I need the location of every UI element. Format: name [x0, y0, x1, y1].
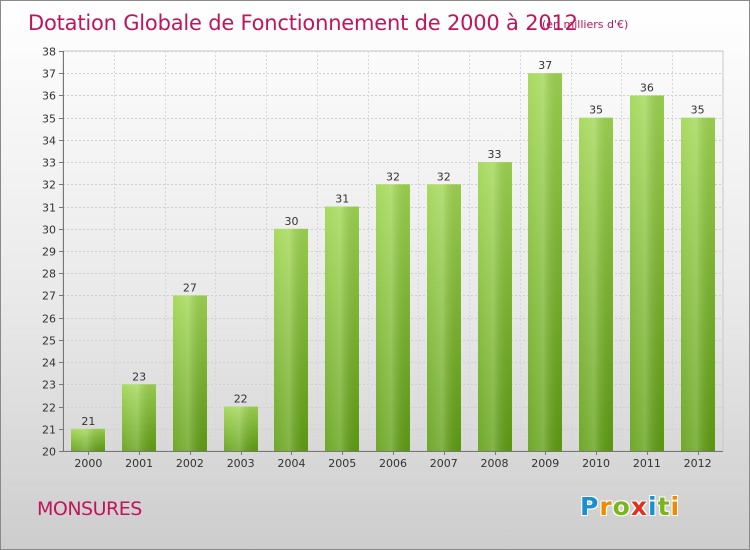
- x-tick-label: 2003: [227, 457, 255, 470]
- x-tick-label: 2009: [531, 457, 559, 470]
- y-tick-label: 36: [42, 90, 56, 103]
- logo-letter: i: [648, 492, 658, 521]
- logo-letter: x: [630, 492, 648, 521]
- bar-value-label: 22: [234, 393, 248, 406]
- x-tick-label: 2012: [684, 457, 712, 470]
- bar-value-label: 35: [589, 104, 603, 117]
- bar-value-label: 21: [81, 415, 95, 428]
- bar-highlight: [478, 162, 512, 451]
- y-tick-label: 37: [42, 68, 56, 81]
- x-tick-label: 2002: [176, 457, 204, 470]
- bar-value-label: 27: [183, 281, 197, 294]
- x-tick-label: 2004: [277, 457, 305, 470]
- y-tick-label: 33: [42, 157, 56, 170]
- x-tick-label: 2008: [481, 457, 509, 470]
- bar-value-label: 33: [488, 148, 502, 161]
- logo-letter: o: [612, 492, 631, 521]
- bar-value-label: 36: [640, 81, 654, 94]
- bar-value-label: 37: [538, 59, 552, 72]
- bar-highlight: [274, 228, 308, 451]
- bar-value-label: 30: [284, 215, 298, 228]
- bar-highlight: [630, 95, 664, 451]
- y-tick-label: 28: [42, 268, 56, 281]
- x-tick-label: 2006: [379, 457, 407, 470]
- y-tick-label: 29: [42, 246, 56, 259]
- bar-value-label: 31: [335, 193, 349, 206]
- y-tick-label: 20: [42, 446, 56, 459]
- x-tick-label: 2000: [74, 457, 102, 470]
- bar-highlight: [325, 206, 359, 451]
- proxiti-logo: Proxiti: [580, 492, 680, 521]
- bar-highlight: [427, 184, 461, 452]
- x-tick-label: 2007: [430, 457, 458, 470]
- bar-highlight: [173, 295, 207, 451]
- x-tick-label: 2005: [328, 457, 356, 470]
- y-tick-label: 35: [42, 113, 56, 126]
- y-tick-label: 38: [42, 46, 56, 59]
- x-tick-label: 2011: [633, 457, 661, 470]
- chart-subtitle: (en milliers d'€): [542, 18, 629, 31]
- y-tick-label: 21: [42, 424, 56, 437]
- logo-letter: r: [599, 492, 613, 521]
- logo-letter: P: [580, 492, 600, 521]
- x-tick-label: 2010: [582, 457, 610, 470]
- y-tick-label: 31: [42, 202, 56, 215]
- y-tick-label: 26: [42, 313, 56, 326]
- y-tick-label: 34: [42, 135, 56, 148]
- logo-letter: t: [657, 492, 671, 521]
- chart-title: Dotation Globale de Fonctionnement de 20…: [28, 11, 578, 35]
- y-tick-label: 32: [42, 179, 56, 192]
- bar-highlight: [579, 117, 613, 452]
- bar-highlight: [122, 384, 156, 451]
- bar-highlight: [528, 73, 562, 451]
- commune-name: MONSURES: [37, 498, 142, 520]
- y-tick-label: 25: [42, 335, 56, 348]
- bar-highlight: [376, 184, 410, 452]
- bar-highlight: [681, 117, 715, 452]
- bar-value-label: 32: [386, 170, 400, 183]
- bar-value-label: 23: [132, 370, 146, 383]
- y-tick-label: 22: [42, 402, 56, 415]
- bar-highlight: [224, 406, 258, 451]
- bar-value-label: 35: [691, 104, 705, 117]
- y-tick-label: 27: [42, 290, 56, 303]
- y-tick-label: 23: [42, 379, 56, 392]
- bar-value-label: 32: [437, 170, 451, 183]
- bar-highlight: [71, 428, 105, 451]
- y-tick-label: 24: [42, 357, 56, 370]
- x-tick-label: 2001: [125, 457, 153, 470]
- y-tick-label: 30: [42, 224, 56, 237]
- logo-letter: i: [670, 492, 681, 521]
